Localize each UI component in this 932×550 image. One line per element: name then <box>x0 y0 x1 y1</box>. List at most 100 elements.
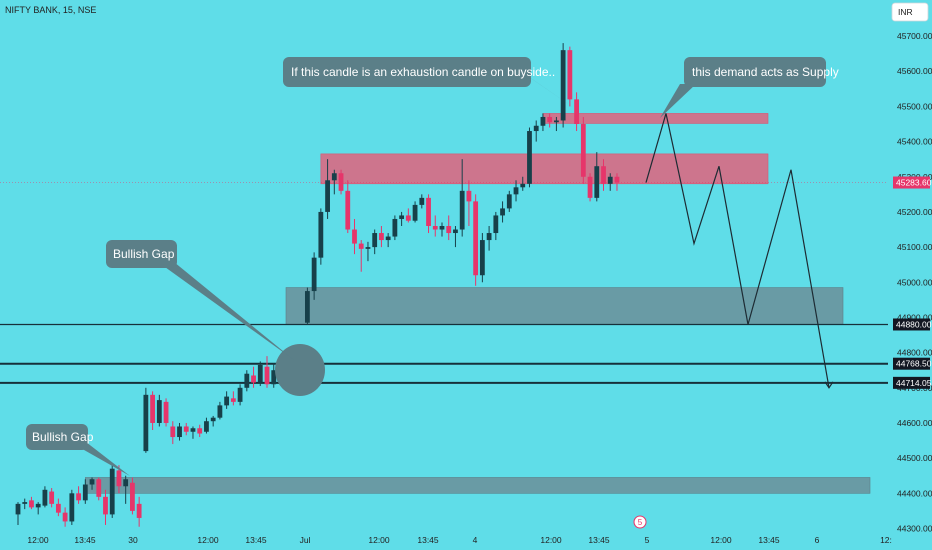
candle <box>479 233 485 283</box>
candle <box>96 477 102 501</box>
gap-highlight-ellipse <box>275 344 325 396</box>
candle-body <box>55 503 61 513</box>
supply-callout[interactable]: this demand acts as Supply <box>660 57 839 118</box>
candle-body <box>506 194 512 209</box>
candle-body <box>574 99 579 124</box>
candle <box>426 194 431 234</box>
bullish-gap-pointer-upper <box>158 262 294 360</box>
time-tick-label: 13:45 <box>588 535 610 545</box>
candle <box>466 180 472 226</box>
candle <box>109 465 115 518</box>
price-tick-label: 44400.00 <box>897 488 932 498</box>
bullish-gap-callout-upper[interactable]: Bullish Gap <box>106 240 325 396</box>
price-tick-label: 45700.00 <box>897 31 932 41</box>
currency-badge[interactable]: INR <box>891 2 929 22</box>
candle <box>486 226 492 251</box>
candle <box>210 415 216 427</box>
candle-body <box>439 226 445 230</box>
candle-body <box>190 428 196 432</box>
candle-body <box>405 215 411 221</box>
candle-body <box>177 426 182 438</box>
candle-body <box>473 201 479 276</box>
zones-layer <box>85 113 871 494</box>
candle <box>601 159 606 191</box>
time-tick-label: 4 <box>473 535 478 545</box>
candle-body <box>453 229 458 234</box>
candle <box>453 226 458 248</box>
candle <box>506 190 512 212</box>
candle <box>163 398 169 427</box>
candle <box>318 208 324 265</box>
time-tick-label: 6 <box>815 535 820 545</box>
candle-body <box>365 247 371 249</box>
candle <box>338 169 344 195</box>
candle <box>358 240 364 272</box>
candle <box>527 127 532 188</box>
candle <box>230 391 236 406</box>
candle-body <box>372 233 378 248</box>
candle-body <box>587 176 593 198</box>
bullish-gap-callout-lower[interactable]: Bullish Gap <box>26 424 130 476</box>
candle-body <box>338 173 344 191</box>
candle-body <box>217 405 223 418</box>
candle-body <box>62 512 68 522</box>
candle-body <box>554 120 559 123</box>
candle <box>190 426 196 439</box>
candle <box>224 391 230 409</box>
level-price-tag-text: 44768.50 <box>896 359 932 369</box>
candle-body <box>500 208 505 216</box>
supply-zone-lower <box>320 153 769 185</box>
candle <box>533 120 539 142</box>
current-price-tag-box <box>893 176 930 189</box>
price-axis[interactable]: 44300.0044400.0044500.0044600.0044700.00… <box>888 0 932 550</box>
candle-body <box>379 233 384 241</box>
candle-body <box>426 197 431 226</box>
candle-body <box>486 233 492 241</box>
level-price-tag-text: 44880.00 <box>896 319 932 329</box>
event-marker[interactable]: 5 <box>633 515 647 529</box>
supply-callout-pointer <box>660 84 696 118</box>
candle-body <box>459 190 465 230</box>
candle-body <box>29 500 34 508</box>
exhaustion-callout-box <box>283 57 531 87</box>
candle-body <box>183 426 189 432</box>
candle <box>540 113 546 132</box>
price-tick-label: 45100.00 <box>897 242 932 252</box>
candle-body <box>204 421 209 432</box>
candle-body <box>466 190 472 202</box>
time-tick-label: 12:00 <box>710 535 732 545</box>
candle <box>76 486 81 504</box>
candle <box>473 194 479 286</box>
candle <box>257 361 263 387</box>
candle-body <box>89 479 95 485</box>
price-tick-label: 45200.00 <box>897 207 932 217</box>
level-price-tag-box <box>893 376 930 389</box>
exhaustion-callout[interactable]: If this candle is an exhaustion candle o… <box>283 57 574 108</box>
candle-body <box>15 503 21 515</box>
candle-body <box>22 502 28 504</box>
candle-body <box>116 470 122 487</box>
supply-callout-text: this demand acts as Supply <box>692 65 839 79</box>
price-tick-label: 45400.00 <box>897 137 932 147</box>
candle <box>136 496 142 527</box>
price-axis-background <box>888 0 932 550</box>
candle-body <box>42 489 48 506</box>
candle-body <box>331 173 337 181</box>
candle <box>29 496 34 510</box>
projection-layer <box>645 113 834 389</box>
candle-body <box>304 291 310 323</box>
candle <box>22 498 28 510</box>
bullish-gap-text-lower: Bullish Gap <box>32 430 94 444</box>
candle-body <box>352 229 357 244</box>
candle <box>62 507 68 527</box>
candle <box>183 422 189 436</box>
time-axis[interactable]: 12:00 13:45 30 12:00 13:45 Jul 12:00 13:45 4 12:0… <box>27 535 892 545</box>
candle-body <box>432 226 438 230</box>
time-tick-label: 12:00 <box>197 535 219 545</box>
candle <box>385 233 391 248</box>
candle <box>331 169 337 195</box>
candle-body <box>69 493 75 522</box>
candle <box>554 116 559 132</box>
candle-body <box>513 187 519 195</box>
